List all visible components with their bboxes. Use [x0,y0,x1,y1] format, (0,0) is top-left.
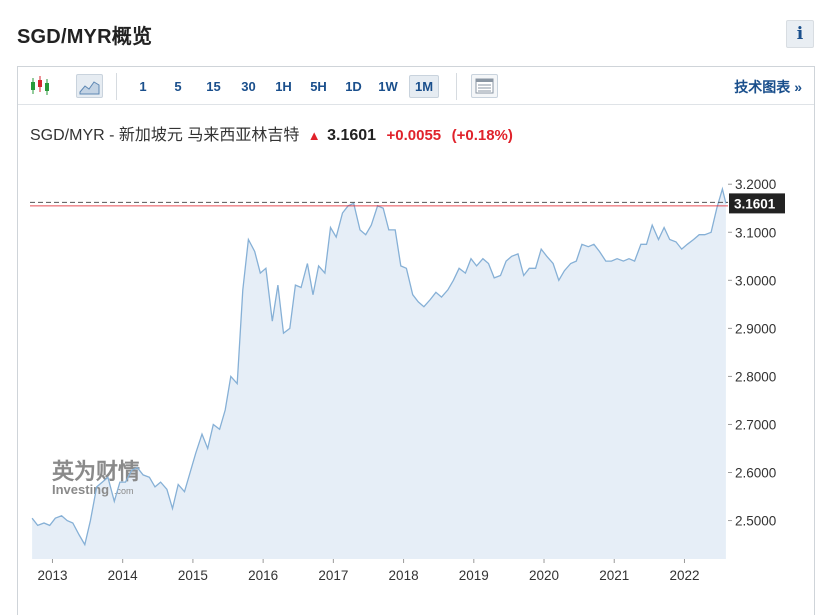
range-30-button[interactable]: 30 [241,79,256,94]
range-5-button[interactable]: 5 [174,79,182,94]
x-tick-label: 2018 [389,568,419,583]
current-value-label-bg [729,193,785,214]
y-tick-label: 2.7000 [735,417,776,432]
y-tick-label: 2.5000 [735,514,776,529]
range-1m-button[interactable]: 1M [409,75,439,98]
info-button[interactable]: i [786,20,814,48]
range-1d-button[interactable]: 1D [345,79,362,94]
double-chevron-right-icon: » [794,79,802,95]
x-tick-label: 2017 [318,568,348,583]
x-tick-label: 2022 [669,568,699,583]
up-arrow-icon: ▲ [307,128,321,143]
x-tick-label: 2020 [529,568,559,583]
last-price: 3.1601 [327,127,377,144]
y-tick-label: 2.6000 [735,466,776,481]
watermark-cn: 英为财情 [52,459,140,485]
current-value-label: 3.1601 [734,196,776,211]
range-1-button[interactable]: 1 [139,79,147,94]
x-tick-label: 2021 [599,568,629,583]
x-tick-label: 2015 [178,568,208,583]
watermark-suffix: .com [114,486,134,496]
range-1w-button[interactable]: 1W [378,79,398,94]
y-tick-label: 2.8000 [735,369,776,384]
series-line [31,186,727,547]
chart-toolbar: 1 5 15 30 1H 5H 1D 1W 1M 技术图表» [18,67,814,105]
price-change-percent: (+0.18%) [451,127,513,144]
watermark-en: Investing [52,482,109,497]
area-chart-icon[interactable] [76,74,103,98]
series-area [32,189,726,559]
quote-header: SGD/MYR - 新加坡元 马来西亚林吉特 ▲ 3.1601 +0.0055 … [30,121,513,145]
toolbar-divider [116,73,117,100]
instrument-name: SGD/MYR - 新加坡元 马来西亚林吉特 [30,127,300,144]
chart-panel: 1 5 15 30 1H 5H 1D 1W 1M 技术图表» SGD/MYR -… [17,66,815,615]
x-tick-label: 2014 [108,568,139,583]
range-1h-button[interactable]: 1H [275,79,292,94]
technical-chart-label: 技术图表 [734,79,791,95]
y-tick-label: 3.2000 [735,177,776,192]
x-tick-label: 2013 [37,568,67,583]
candlestick-chart-icon[interactable] [28,74,55,98]
table-view-icon[interactable] [471,74,498,98]
y-tick-label: 2.9000 [735,321,776,336]
technical-chart-link[interactable]: 技术图表» [734,77,802,97]
page-title: SGD/MYR概览 [17,26,153,48]
y-tick-label: 3.0000 [735,273,776,288]
x-tick-label: 2016 [248,568,278,583]
toolbar-divider [456,73,457,100]
range-15-button[interactable]: 15 [206,79,221,94]
range-5h-button[interactable]: 5H [310,79,327,94]
x-tick-label: 2019 [459,568,489,583]
price-change: +0.0055 [386,127,442,144]
y-tick-label: 3.1000 [735,225,776,240]
